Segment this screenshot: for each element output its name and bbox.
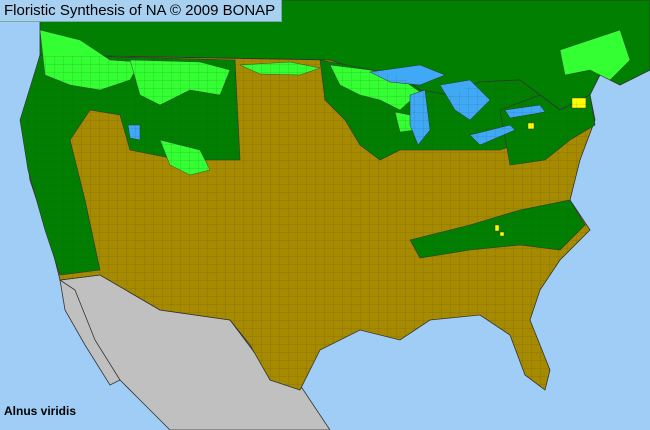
map-title: Floristic Synthesis of NA © 2009 BONAP	[0, 0, 283, 22]
baja-peninsula	[59, 279, 121, 386]
county-borders	[22, 55, 595, 390]
species-label: Alnus viridis	[4, 404, 77, 418]
